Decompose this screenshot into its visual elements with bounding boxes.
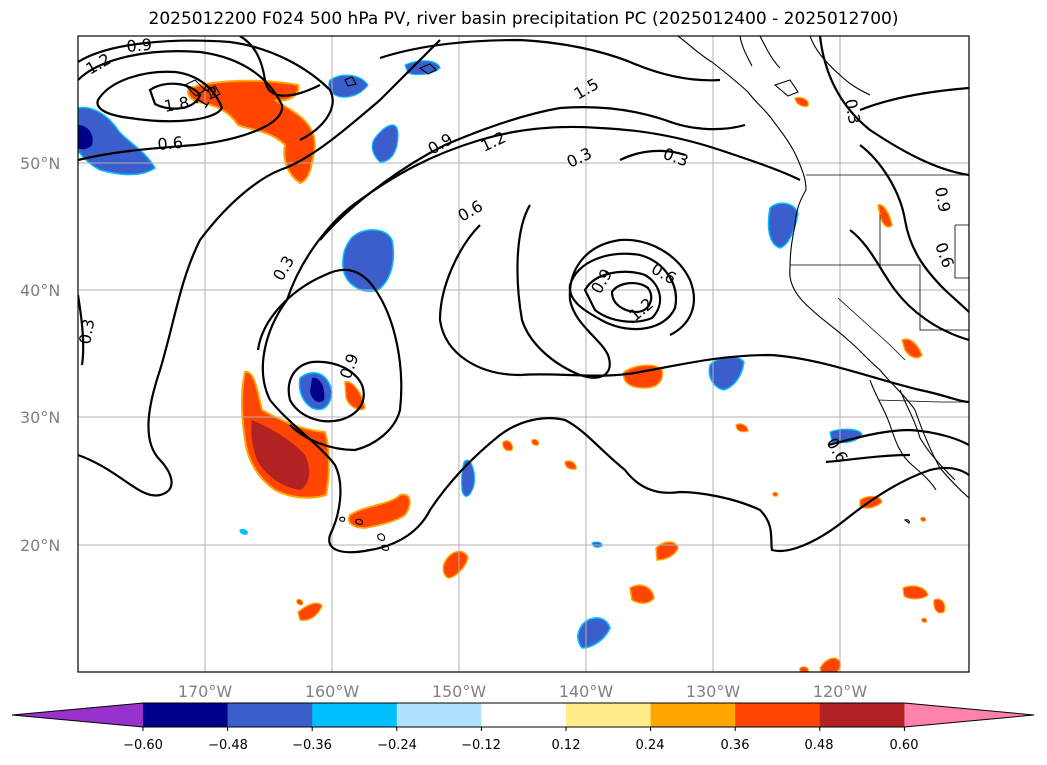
colorbar-segment [227, 703, 313, 727]
contour-label: 0.9 [126, 35, 153, 56]
precip-negative-area [371, 124, 399, 163]
precip-negative-core [310, 377, 325, 403]
precip-positive-area [629, 584, 655, 604]
precip-positive-area [901, 338, 923, 359]
precip-positive-area [920, 516, 927, 522]
precip-negative-area [767, 202, 799, 249]
lon-label: 160°W [305, 682, 360, 701]
longitude-labels: 170°W 160°W 150°W 140°W 130°W 120°W [178, 682, 868, 701]
colorbar-tick-label: 0.36 [721, 738, 750, 753]
colorbar-tick-label: 0.24 [636, 738, 665, 753]
plot-area [78, 36, 969, 672]
precip-positive-area [347, 493, 411, 529]
lat-label: 50°N [20, 154, 60, 173]
precip-positive-area [296, 599, 304, 606]
precip-positive-area [564, 460, 577, 470]
map-gridlines [78, 36, 969, 672]
lon-label: 130°W [686, 682, 741, 701]
precip-negative-core [78, 125, 93, 150]
lon-label: 140°W [559, 682, 614, 701]
colorbar-tick-label: −0.24 [377, 738, 417, 753]
lon-label: 120°W [813, 682, 868, 701]
colorbar-segment [396, 703, 482, 727]
colorbar-segment [819, 703, 905, 727]
colorbar-tick-label: −0.36 [292, 738, 332, 753]
colorbar-ticks [142, 727, 905, 731]
contour-label: 0.3 [841, 97, 864, 125]
precip-positive-area [921, 617, 928, 623]
contour-label: 0.6 [157, 133, 184, 154]
colorbar-tick-label: 0.12 [552, 738, 581, 753]
precip-positive-area [794, 96, 809, 108]
precip-positive-area [623, 364, 664, 389]
colorbar-segment [481, 703, 567, 727]
precip-positive-area [187, 79, 317, 185]
colorbar-segment [735, 703, 821, 727]
colorbar-segment [566, 703, 652, 727]
latitude-labels: 20°N 30°N 40°N 50°N [20, 154, 60, 555]
colorbar-tick-label: −0.48 [208, 738, 248, 753]
colorbar-segment [12, 703, 143, 727]
colorbar-segment [904, 703, 1034, 727]
colorbar-tick-label: −0.12 [461, 738, 501, 753]
precip-positive-area [735, 423, 749, 433]
precip-positive-area [297, 602, 323, 621]
map-title: 2025012200 F024 500 hPa PV, river basin … [148, 9, 899, 29]
colorbar-tick-label: 0.60 [890, 738, 919, 753]
coastlines [184, 36, 969, 551]
pv-contours [78, 36, 969, 554]
lat-label: 20°N [20, 536, 60, 555]
colorbar-segment [312, 703, 398, 727]
precip-positive-area [655, 541, 679, 561]
lat-label: 30°N [20, 408, 60, 427]
precip-negative-area [239, 528, 248, 535]
precip-positive-core [251, 420, 310, 490]
colorbar-segments [11, 702, 1035, 728]
plot-frame [77, 35, 970, 673]
colorbar-segment [143, 703, 229, 727]
precip-negative-area [461, 459, 475, 497]
colorbar-tick-label: 0.48 [805, 738, 834, 753]
lat-label: 40°N [20, 281, 60, 300]
lon-label: 170°W [178, 682, 233, 701]
precip-positive-area [344, 381, 366, 411]
precip-positive-area [877, 204, 893, 228]
colorbar-tick-label: −0.60 [123, 738, 163, 753]
precip-positive-area [772, 491, 779, 497]
contour-label: 1.8 [162, 93, 190, 116]
colorbar-segment [650, 703, 736, 727]
precip-positive-area [902, 585, 929, 600]
precip-anomaly-fields [78, 60, 946, 672]
colorbar: −0.60 −0.48 −0.36 −0.24 −0.12 0.12 0.24 … [11, 702, 1035, 753]
lon-label: 150°W [432, 682, 487, 701]
contour-label: 0.9 [931, 185, 954, 213]
contour-label: 0.3 [75, 317, 98, 345]
precip-positive-area [531, 439, 539, 446]
precip-negative-area [78, 106, 156, 176]
precip-positive-area [933, 598, 946, 614]
precip-positive-area [799, 666, 809, 672]
precip-positive-area [502, 440, 513, 452]
